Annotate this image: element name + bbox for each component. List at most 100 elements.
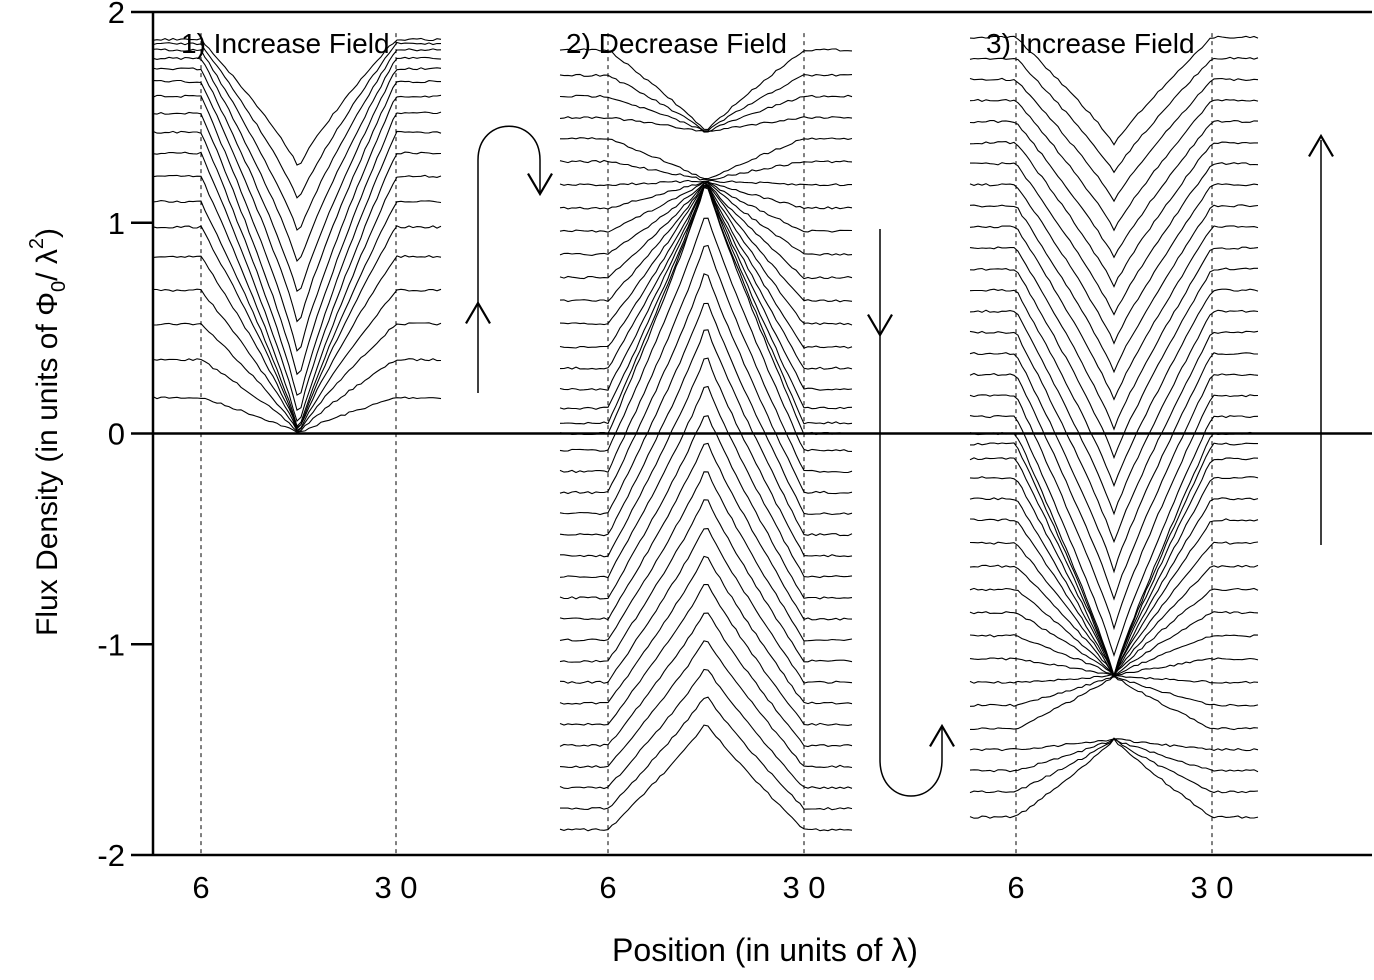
flux-profile-line	[559, 182, 853, 280]
flux-profile-line	[152, 56, 442, 263]
flux-profile-line	[969, 372, 1259, 601]
panel-title: 2) Decrease Field	[566, 28, 787, 59]
flux-profile-line	[559, 499, 853, 663]
arrowhead-down-icon	[527, 173, 553, 197]
flux-profile-line	[152, 37, 442, 166]
x-tick-label: 6	[192, 870, 209, 905]
flux-profile-line	[559, 583, 853, 726]
flux-profile-line	[969, 225, 1259, 401]
flux-profile-line	[559, 184, 853, 326]
flux-profile-line	[559, 48, 853, 130]
flux-profile-line	[970, 675, 1259, 731]
y-tick-label: 2	[108, 0, 125, 30]
flux-profile-line	[152, 79, 441, 323]
arrowhead-up-icon	[1308, 133, 1334, 157]
sweep-arrows	[465, 125, 1334, 797]
flux-profile-line	[969, 476, 1259, 678]
flux-profile-line	[559, 471, 853, 642]
x-tick-label: 6	[599, 870, 616, 905]
flux-profile-line	[559, 244, 853, 474]
flux-profile-line	[559, 186, 853, 425]
flux-profile-line	[559, 555, 853, 705]
flux-profile-line	[152, 130, 442, 396]
x-tick-label: 3 0	[374, 870, 417, 905]
panel-3: 3) Increase Field 6 3 0	[969, 28, 1259, 905]
flux-profile-line	[559, 415, 853, 600]
flux-profile-line	[559, 329, 853, 537]
flux-profile-line	[152, 396, 442, 433]
flux-profile-line	[152, 200, 442, 428]
flux-profile-line	[969, 56, 1259, 174]
flux-profile-line	[559, 185, 853, 391]
flux-profile-line	[559, 186, 853, 436]
flux-profile-line	[969, 267, 1258, 460]
flux-profile-line	[152, 225, 442, 429]
x-tick-label: 6	[1007, 870, 1024, 905]
flux-profile-line	[969, 77, 1259, 203]
y-axis: 2 1 0 -1 -2	[97, 0, 153, 873]
y-tick-label: -2	[97, 838, 125, 873]
flux-profile-line	[969, 738, 1259, 773]
flux-profile-line	[560, 696, 853, 811]
y-tick-label: -1	[97, 627, 125, 662]
flux-profile-line	[969, 587, 1259, 677]
flux-profile-line	[559, 94, 853, 133]
svg-text:Flux Density (in units of Φ0/: Flux Density (in units of Φ0/ λ2)	[26, 228, 70, 636]
flux-profile-line	[559, 217, 853, 452]
flux-profile-line	[969, 162, 1259, 316]
flux-profile-line	[969, 352, 1258, 574]
panel-1: 1) Increase Field 6 3 0	[152, 28, 442, 905]
flux-profile-line	[559, 640, 853, 769]
flux-profile-line	[152, 111, 442, 376]
flux-profile-line	[559, 181, 853, 233]
y-axis-label-end: )	[31, 228, 64, 238]
y-axis-label-mid: / λ	[31, 249, 64, 281]
flux-profile-line	[969, 611, 1259, 677]
plot-frame	[151, 10, 1372, 857]
flux-profile-line	[969, 120, 1259, 259]
flux-profile-line	[969, 330, 1259, 544]
x-tick-label: 3 0	[1190, 870, 1233, 905]
flux-profile-line	[969, 738, 1259, 752]
x-axis-label: Position (in units of λ)	[612, 932, 918, 968]
flux-profile-line	[969, 634, 1259, 678]
flux-profile-line	[152, 94, 442, 352]
flux-profile-line	[152, 288, 442, 432]
flux-profile-line	[969, 141, 1258, 288]
flux-profile-line	[152, 358, 442, 432]
flux-profile-line	[559, 159, 853, 181]
flux-profile-line	[560, 357, 853, 558]
flux-profile-line	[559, 724, 853, 832]
flux-profile-line	[969, 394, 1259, 631]
flux-profile-line	[559, 385, 853, 579]
flux-profile-line	[559, 442, 853, 621]
flux-profile-line	[969, 183, 1259, 345]
flux-profile-line	[559, 73, 853, 132]
flux-profile-line	[152, 151, 442, 411]
y-axis-label-sub: 0	[48, 281, 70, 292]
arrowhead-up-icon	[929, 723, 955, 747]
flux-profile-line	[559, 612, 853, 748]
y-tick-label: 0	[108, 417, 125, 452]
flux-profile-line	[559, 302, 853, 516]
flux-profile-line	[969, 657, 1259, 677]
flux-profile-line	[969, 204, 1259, 374]
flux-profile-line	[559, 668, 853, 790]
flux-profile-line	[152, 174, 442, 423]
sweep-turn-arrow	[477, 125, 541, 305]
flux-profile-line	[559, 116, 853, 132]
flux-profile-line	[969, 288, 1259, 488]
flux-profile-line	[969, 674, 1259, 707]
flux-profile-line	[559, 528, 853, 684]
flux-profile-line	[152, 254, 442, 430]
y-axis-label-main: Flux Density (in units of Φ	[31, 292, 64, 636]
flux-profile-line	[152, 48, 442, 231]
flux-profile-line	[969, 246, 1259, 431]
flux-profile-line	[969, 737, 1259, 819]
panel-title: 3) Increase Field	[986, 28, 1195, 59]
flux-profile-line	[969, 35, 1259, 146]
flux-profile-line	[559, 182, 853, 303]
x-tick-label: 3 0	[782, 870, 825, 905]
